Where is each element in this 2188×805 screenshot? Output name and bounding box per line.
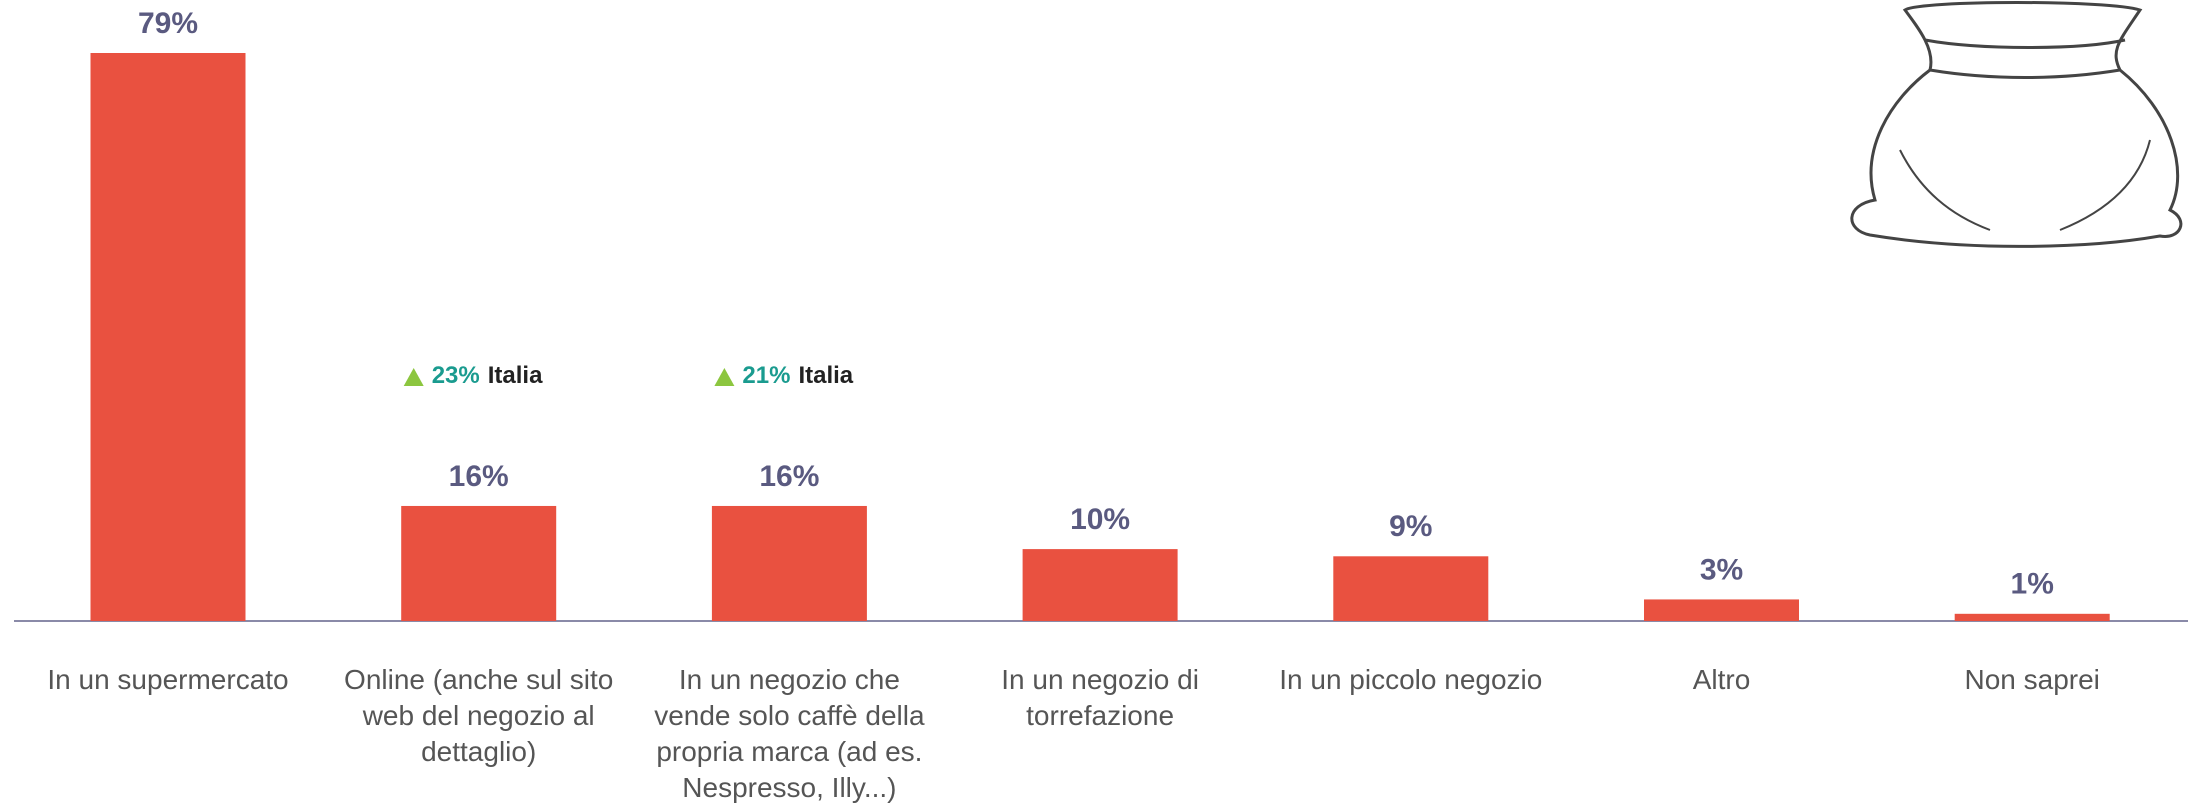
- value-label: 10%: [1070, 503, 1130, 536]
- value-label: 16%: [449, 460, 509, 493]
- comparison-name: Italia: [488, 362, 543, 389]
- comparison-value: 21%: [742, 362, 790, 389]
- up-arrow: [714, 368, 735, 386]
- x-tick-label: In un supermercato: [47, 664, 289, 695]
- x-tick-label: In un piccolo negozio: [1279, 664, 1543, 695]
- bar: [1022, 549, 1178, 621]
- value-label: 16%: [759, 460, 819, 493]
- x-tick-label: In un negozio che vende solo caffè della…: [654, 664, 925, 803]
- value-label: 9%: [1389, 510, 1432, 543]
- comparison-name: Italia: [798, 362, 853, 389]
- comparison-label: 21% Italia: [742, 362, 853, 389]
- value-label: 3%: [1700, 553, 1743, 586]
- bar: [1954, 613, 2110, 621]
- value-label: 1%: [2011, 568, 2054, 601]
- value-label: 79%: [138, 7, 198, 40]
- coffee-bag: [1850, 1, 2183, 248]
- x-tick-label: Non saprei: [1964, 664, 2100, 695]
- x-tick-label: Online (anche sul sito web del negozio a…: [344, 664, 614, 767]
- x-tick-label: In un negozio di torrefazione: [1001, 664, 1199, 731]
- comparison-label: 23% Italia: [432, 362, 543, 389]
- bar: [90, 53, 246, 621]
- up-arrow: [403, 368, 424, 386]
- x-tick-label: Altro: [1692, 664, 1751, 695]
- bar: [401, 505, 557, 621]
- bar: [1644, 599, 1799, 621]
- comparison-value: 23%: [432, 362, 480, 389]
- bar: [1333, 556, 1489, 621]
- bar: [711, 505, 867, 621]
